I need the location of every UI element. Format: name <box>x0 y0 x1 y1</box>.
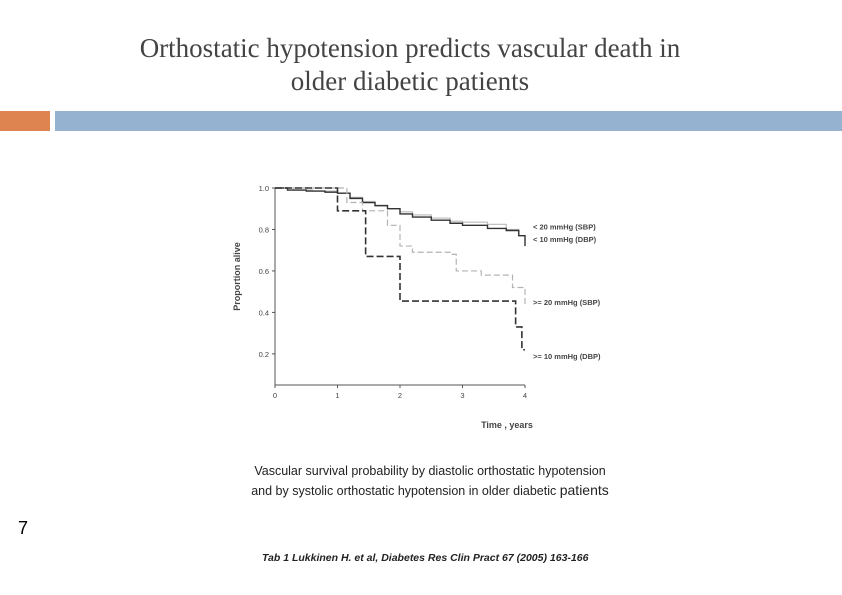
slide-title-line2: older diabetic patients <box>290 66 530 96</box>
x-tick-label: 4 <box>523 391 527 400</box>
series-line-2 <box>275 187 526 247</box>
y-tick-label: 1.0 <box>259 184 269 193</box>
chart-axes: 0.2 0.4 0.6 0.8 1.0 0 1 2 3 4 Time , years Proporti… <box>232 184 533 430</box>
caption-line1: Vascular survival probability by diastol… <box>254 464 606 478</box>
y-tick-label: 0.2 <box>259 350 269 359</box>
caption-line2-text: and by systolic orthostatic hypotension … <box>251 484 560 498</box>
y-tick-label: 0.8 <box>259 225 269 234</box>
slide-number: 7 <box>18 518 29 538</box>
chart-series <box>275 187 526 351</box>
x-tick-label: 1 <box>335 391 339 400</box>
chart-labels: < 20 mmHg (SBP) < 10 mmHg (DBP) >= 20 mmHg… <box>533 222 601 361</box>
slide-title-line1: Orthostatic hypotension predicts vascula… <box>139 33 681 63</box>
x-axis-label: Time , years <box>481 420 533 430</box>
caption-line2-end: patients <box>559 482 609 498</box>
caption-line2: and by systolic orthostatic hypotension … <box>220 481 640 501</box>
x-tick-label: 2 <box>398 391 402 400</box>
series-label-1: < 20 mmHg (SBP) <box>533 222 596 231</box>
slide-title: Orthostatic hypotension predicts vascula… <box>60 32 760 98</box>
series-line-3 <box>275 187 526 305</box>
x-tick-label: 3 <box>460 391 464 400</box>
figure-caption: Vascular survival probability by diastol… <box>220 462 640 501</box>
y-tick-label: 0.4 <box>259 308 269 317</box>
y-axis-label: Proportion alive <box>232 242 242 311</box>
accent-band-orange <box>0 111 50 131</box>
survival-chart: 0.2 0.4 0.6 0.8 1.0 0 1 2 3 4 Time , years Proporti… <box>232 184 601 430</box>
citation: Tab 1 Lukkinen H. et al, Diabetes Res Cl… <box>262 552 589 564</box>
y-tick-label: 0.6 <box>259 267 269 276</box>
accent-band-blue <box>55 111 842 131</box>
series-label-4: >= 10 mmHg (DBP) <box>533 352 601 361</box>
series-label-3: >= 20 mmHg (SBP) <box>533 298 601 307</box>
series-line-4 <box>275 187 525 351</box>
series-label-2: < 10 mmHg (DBP) <box>533 235 597 244</box>
x-tick-label: 0 <box>273 391 277 400</box>
